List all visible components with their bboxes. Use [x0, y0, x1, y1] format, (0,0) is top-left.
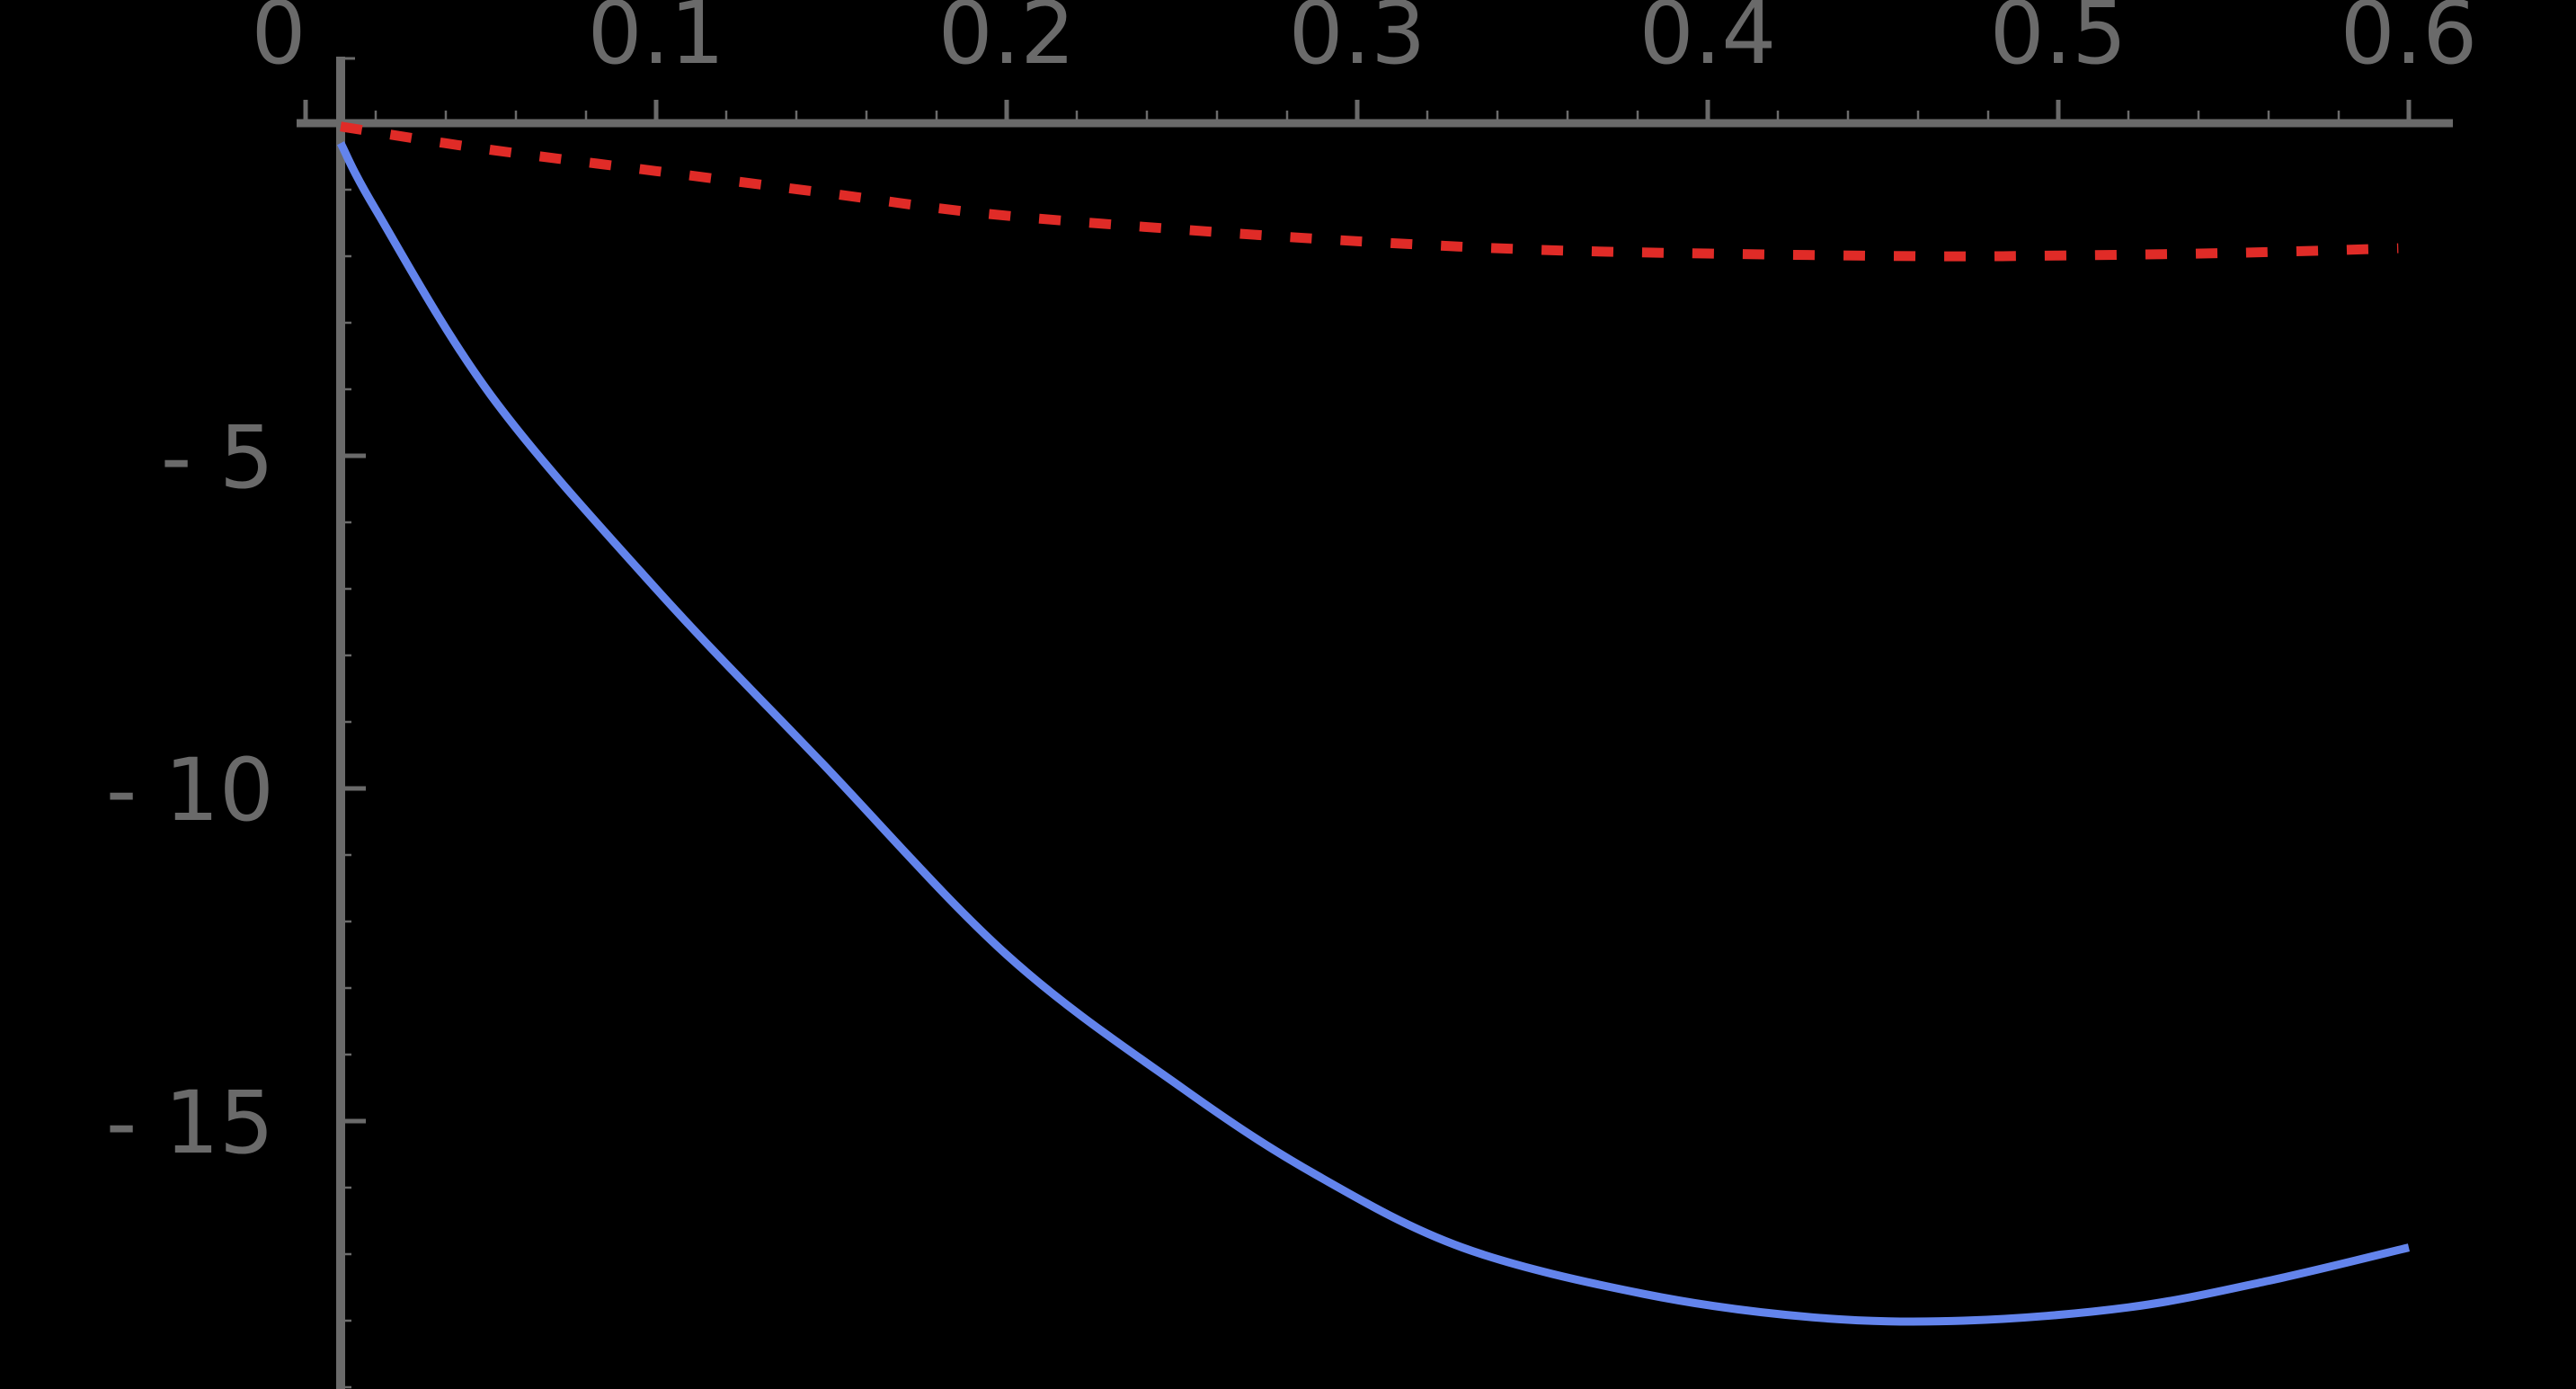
solid-blue-curve [337, 141, 2411, 1326]
x-tick-label: 0.4 [1639, 0, 1777, 84]
y-tick-label: - 15 [106, 1073, 274, 1173]
y-tick-label: - 5 [161, 407, 274, 508]
y-axis-tick-labels: - 5 - 10 - 15 [106, 407, 274, 1173]
x-tick-label: 0.6 [2341, 0, 2478, 84]
x-tick-label: 0.2 [938, 0, 1076, 84]
x-tick-label: 0.5 [1990, 0, 2127, 84]
x-axis-tick-labels: 0 0.1 0.2 0.3 0.4 0.5 0.6 [251, 0, 2477, 84]
x-tick-label: 0.1 [588, 0, 725, 84]
x-tick-label: 0.3 [1289, 0, 1426, 84]
dashed-red-curve [340, 121, 2399, 262]
y-axis [336, 57, 366, 1389]
y-tick-label: - 10 [106, 740, 274, 841]
x-axis [297, 100, 2453, 128]
x-tick-label: 0 [251, 0, 306, 84]
